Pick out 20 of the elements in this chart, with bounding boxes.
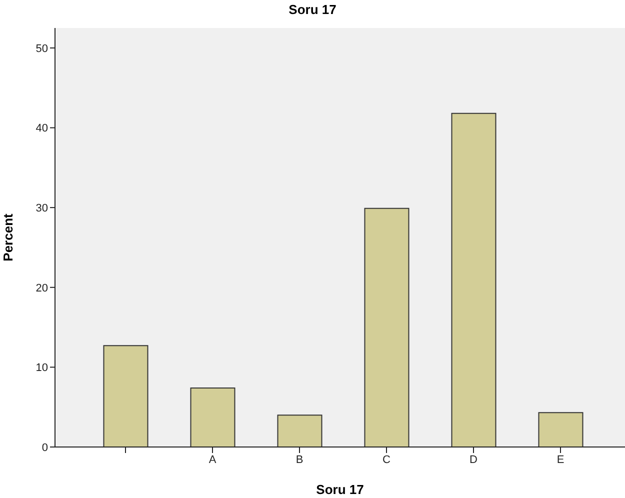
chart-title: Soru 17 — [288, 2, 338, 17]
x-tick-label: C — [382, 454, 391, 466]
bar — [190, 387, 236, 447]
x-tick-label: D — [470, 454, 478, 466]
y-axis-title: Percent — [0, 212, 16, 262]
bar — [451, 112, 496, 447]
x-tick-label: E — [556, 454, 564, 466]
x-tick-label: B — [296, 454, 304, 466]
y-tick-label: 30 — [36, 202, 48, 214]
bar — [103, 345, 148, 447]
y-tick-label: 40 — [36, 122, 48, 135]
y-tick-label: 10 — [36, 362, 48, 374]
x-tick-label: A — [208, 454, 217, 466]
bar — [538, 412, 584, 447]
y-tick-label: 20 — [36, 282, 48, 294]
x-axis-title: Soru 17 — [316, 482, 364, 497]
y-tick-label: 0 — [42, 442, 48, 454]
bar — [364, 208, 410, 447]
y-tick-label: 50 — [36, 42, 48, 55]
bar — [277, 414, 322, 447]
